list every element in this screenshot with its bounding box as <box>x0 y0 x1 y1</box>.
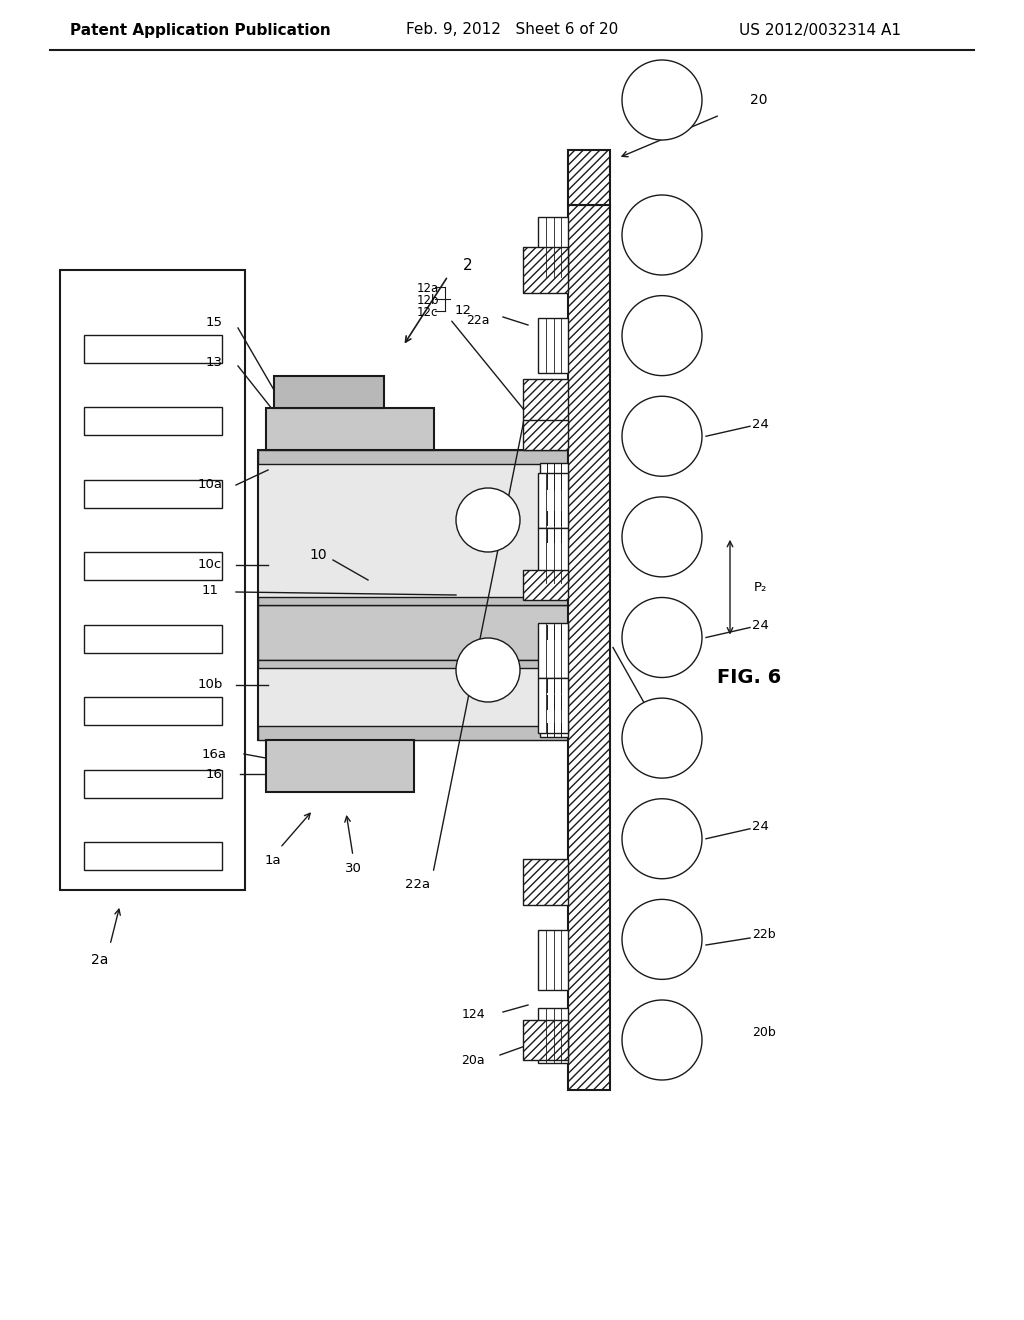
Circle shape <box>622 1001 702 1080</box>
Bar <box>540 678 568 692</box>
Circle shape <box>622 396 702 477</box>
Bar <box>84 624 222 652</box>
Bar <box>258 605 568 660</box>
Bar <box>540 696 568 709</box>
Text: Feb. 9, 2012   Sheet 6 of 20: Feb. 9, 2012 Sheet 6 of 20 <box>406 22 618 37</box>
Bar <box>523 1020 568 1060</box>
Circle shape <box>456 488 520 552</box>
Bar <box>60 271 245 890</box>
Text: 20b: 20b <box>752 1026 776 1039</box>
Circle shape <box>622 496 702 577</box>
Bar <box>538 623 568 677</box>
Bar <box>538 931 568 990</box>
Bar <box>540 475 568 488</box>
Bar <box>266 741 414 792</box>
Bar <box>84 770 222 797</box>
Bar <box>258 450 568 465</box>
Text: 24: 24 <box>752 619 769 632</box>
Text: 12b: 12b <box>417 294 439 308</box>
Text: 24: 24 <box>752 417 769 430</box>
Text: 16a: 16a <box>202 747 226 760</box>
Bar <box>540 528 568 543</box>
Bar <box>523 247 568 293</box>
Bar <box>540 463 568 477</box>
Text: FIG. 6: FIG. 6 <box>717 668 781 686</box>
Bar <box>258 726 568 741</box>
Bar <box>568 150 610 205</box>
Bar <box>84 842 222 870</box>
Circle shape <box>622 195 702 275</box>
Text: 10b: 10b <box>198 678 222 692</box>
Text: Patent Application Publication: Patent Application Publication <box>70 22 331 37</box>
Bar <box>523 859 568 906</box>
Bar <box>538 677 568 733</box>
Text: 1a: 1a <box>264 854 282 866</box>
Text: P₂: P₂ <box>754 581 767 594</box>
Text: 22a: 22a <box>466 314 489 326</box>
Bar <box>538 216 568 277</box>
Bar <box>538 473 568 528</box>
Bar <box>84 334 222 363</box>
Text: 30: 30 <box>344 862 361 874</box>
Text: 22b: 22b <box>752 928 775 941</box>
Bar <box>84 479 222 507</box>
Bar <box>523 420 568 450</box>
Text: 124: 124 <box>461 1008 484 1022</box>
Bar <box>266 408 434 450</box>
Bar <box>523 379 568 425</box>
Bar <box>568 205 610 1090</box>
Text: 12a: 12a <box>417 282 439 296</box>
Circle shape <box>622 899 702 979</box>
Text: 10: 10 <box>309 548 327 562</box>
Text: 14: 14 <box>667 721 684 734</box>
Text: 12c: 12c <box>417 306 438 319</box>
Text: 2: 2 <box>463 259 473 273</box>
Bar <box>274 376 384 408</box>
Circle shape <box>622 698 702 777</box>
Bar <box>538 318 568 372</box>
Bar <box>538 528 568 582</box>
Bar <box>523 570 568 601</box>
Text: 20a: 20a <box>461 1053 484 1067</box>
Text: 10a: 10a <box>198 479 222 491</box>
Bar <box>540 511 568 525</box>
Circle shape <box>456 638 520 702</box>
Bar <box>258 450 568 741</box>
Text: 2a: 2a <box>91 953 109 968</box>
Text: 20: 20 <box>750 92 768 107</box>
Text: 24: 24 <box>752 820 769 833</box>
Text: 12: 12 <box>455 305 472 318</box>
Bar <box>84 697 222 725</box>
Circle shape <box>622 296 702 376</box>
Text: US 2012/0032314 A1: US 2012/0032314 A1 <box>739 22 901 37</box>
Bar <box>538 1007 568 1063</box>
Bar <box>258 597 568 605</box>
Bar <box>84 552 222 579</box>
Bar <box>84 407 222 436</box>
Text: 13: 13 <box>206 356 222 370</box>
Text: 15: 15 <box>206 317 222 330</box>
Bar <box>258 660 568 668</box>
Bar <box>540 723 568 737</box>
Circle shape <box>622 59 702 140</box>
Text: P₁: P₁ <box>480 511 492 524</box>
Text: 16: 16 <box>206 767 222 780</box>
Text: 11: 11 <box>202 583 218 597</box>
Circle shape <box>622 799 702 879</box>
Text: 10c: 10c <box>198 558 222 572</box>
Bar <box>540 624 568 639</box>
Circle shape <box>622 598 702 677</box>
Text: 22a: 22a <box>406 879 430 891</box>
